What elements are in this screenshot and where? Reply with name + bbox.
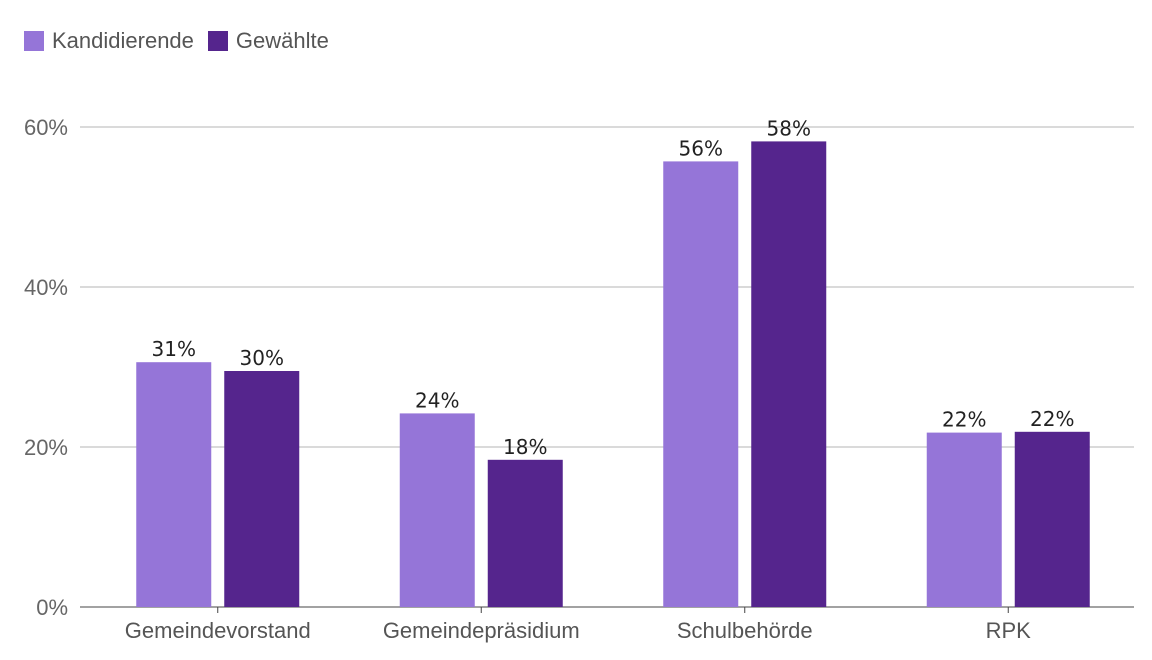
bar-kandidierende (399, 413, 475, 607)
data-label: 31% (152, 337, 196, 361)
x-tick-label: Gemeindepräsidium (383, 618, 580, 643)
bar-gewaehlte (224, 371, 300, 607)
bar-gewaehlte (487, 459, 563, 607)
y-tick-label: 0% (36, 595, 68, 620)
y-tick-label: 60% (24, 115, 68, 140)
legend-swatch-kandidierende (24, 31, 44, 51)
data-label: 22% (942, 408, 986, 432)
data-label: 58% (767, 116, 811, 140)
data-label: 56% (679, 136, 723, 160)
data-label: 18% (503, 435, 547, 459)
bar-kandidierende (663, 161, 739, 607)
y-tick-label: 20% (24, 435, 68, 460)
data-label: 22% (1030, 407, 1074, 431)
x-tick-label: Schulbehörde (677, 618, 813, 643)
data-label: 24% (415, 388, 459, 412)
legend-swatch-gewaehlte (207, 31, 228, 51)
x-tick-label: RPK (986, 618, 1032, 643)
legend-label-kandidierende: Kandidierende (52, 28, 194, 53)
bar-gewaehlte (1014, 431, 1090, 607)
bar-kandidierende (136, 362, 212, 607)
data-label: 30% (240, 346, 284, 370)
legend-label-gewaehlte: Gewählte (235, 28, 329, 53)
bar-kandidierende (926, 432, 1002, 607)
legend-item-gewaehlte: Gewählte (207, 28, 329, 54)
x-tick-label: Gemeindevorstand (125, 618, 311, 643)
y-tick-label: 40% (24, 275, 68, 300)
legend: Kandidierende Gewählte (24, 28, 343, 54)
legend-item-kandidierende: Kandidierende (24, 28, 194, 54)
bar-gewaehlte (751, 141, 827, 607)
